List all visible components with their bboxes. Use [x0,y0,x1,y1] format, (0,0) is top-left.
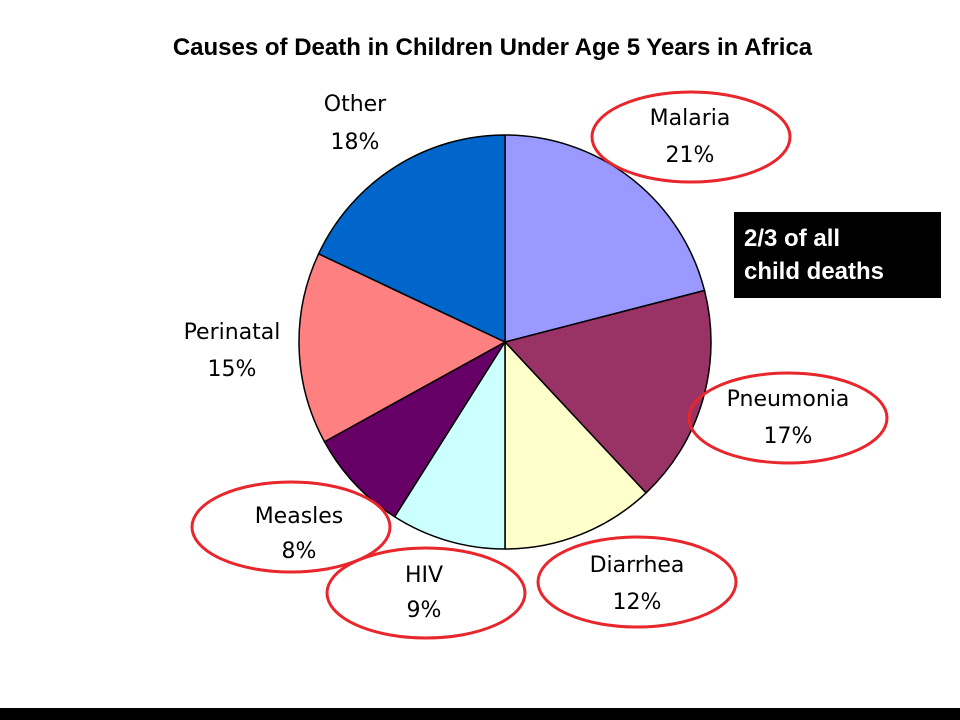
highlight-ring-measles [190,480,392,574]
chart-title: Causes of Death in Children Under Age 5 … [172,34,813,61]
pie-slice-pneumonia [504,289,712,494]
slice-label-other: Other [324,92,387,117]
slice-value-hiv: 9% [407,598,442,623]
pie-slice-malaria [504,134,706,343]
slice-label-malaria: Malaria [650,106,731,131]
slice-value-perinatal: 15% [208,357,257,382]
slice-label-measles: Measles [255,504,344,529]
slice-value-pneumonia: 17% [764,424,813,449]
highlight-ring-diarrhea [536,535,738,629]
slice-label-perinatal: Perinatal [184,320,281,345]
pie-slice-diarrhea [504,341,647,550]
slice-label-pneumonia: Pneumonia [727,387,850,412]
pie-slice-perinatal [298,253,506,443]
bottom-bar [0,708,960,720]
highlight-ring-malaria [590,90,792,184]
highlight-ring-pneumonia [687,371,889,465]
callout-line-2: child deaths [744,258,885,285]
callout-box: 2/3 of all child deaths [734,212,941,298]
pie-slice-hiv [393,341,506,550]
pie-slice-measles [323,341,506,518]
callout-line-1: 2/3 of all [744,225,841,252]
pie-slice-other [317,134,506,343]
slice-value-measles: 8% [282,539,317,564]
slice-value-malaria: 21% [666,143,715,168]
slice-value-diarrhea: 12% [613,590,662,615]
slice-label-hiv: HIV [405,563,443,588]
slice-value-other: 18% [331,130,380,155]
highlight-ring-hiv [325,546,527,640]
slice-label-diarrhea: Diarrhea [590,553,685,578]
